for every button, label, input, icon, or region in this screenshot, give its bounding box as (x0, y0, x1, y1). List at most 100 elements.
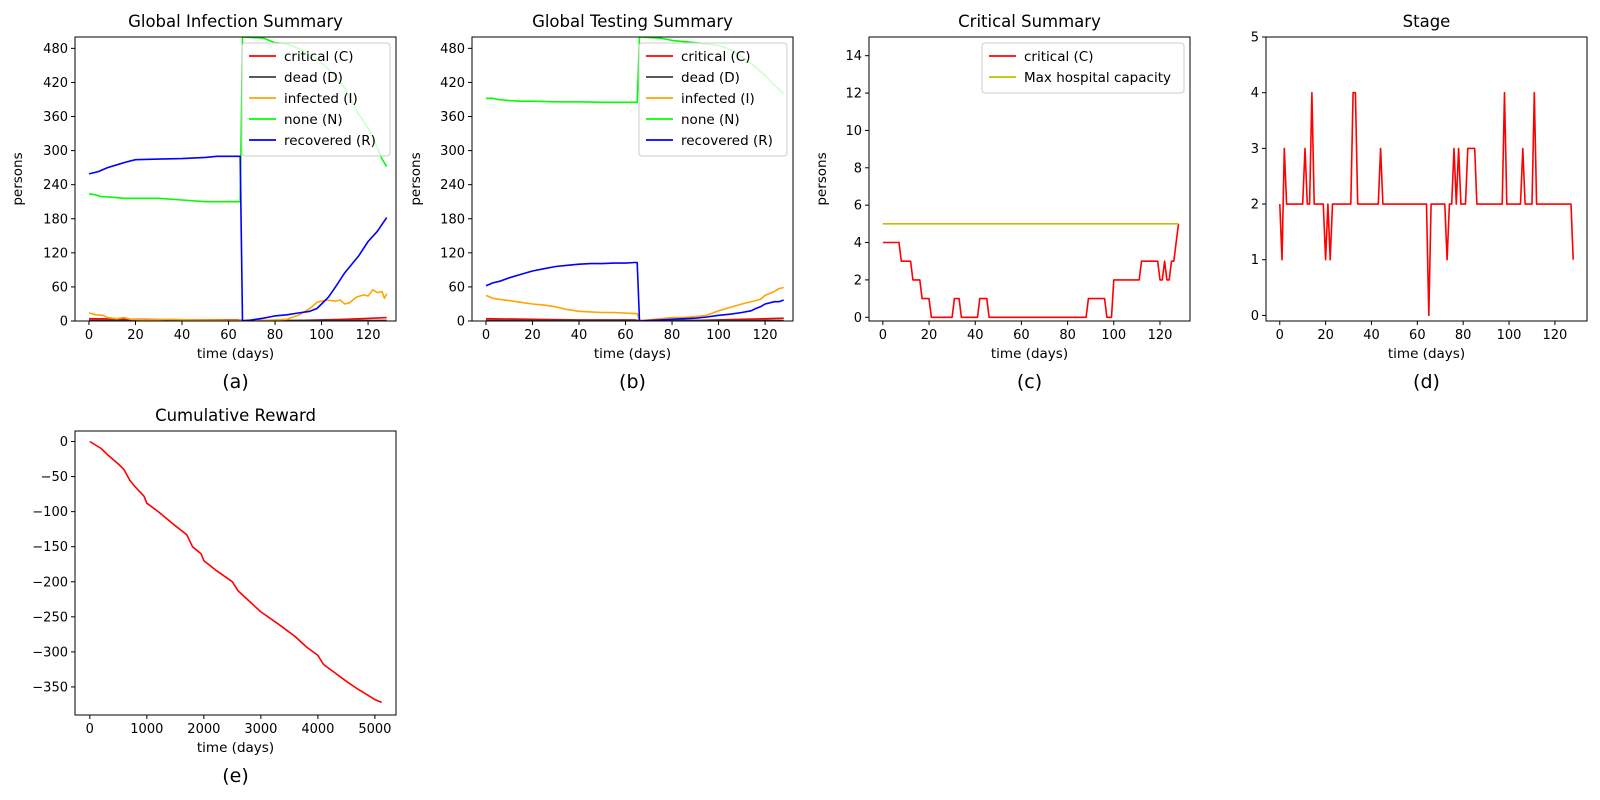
y-tick-label: 60 (448, 280, 465, 295)
chart-title: Critical Summary (958, 12, 1101, 31)
y-tick-label: 10 (845, 124, 862, 139)
x-tick-label: 100 (1497, 328, 1522, 343)
y-tick-label: 120 (440, 246, 465, 261)
legend: critical (C) dead (D) infected (I) none (N)… (638, 42, 788, 157)
series-line-recovered (88, 155, 388, 321)
y-tick-label: 0 (854, 311, 862, 326)
legend-entry: infected (I) (284, 91, 358, 107)
y-tick-label: −300 (32, 645, 68, 660)
series-group (485, 37, 785, 321)
chart-panel-2: 0 20 40 60 80 100 120 0 60 120 180 240 300 360 420 480 G… (408, 12, 794, 393)
x-tick-label: 100 (309, 328, 334, 343)
x-axis-label: time (days) (991, 346, 1068, 362)
y-tick-label: 2 (1251, 198, 1259, 213)
x-tick-label: 60 (1013, 328, 1030, 343)
x-axis-label: time (days) (1388, 346, 1465, 362)
x-tick-label: 80 (1455, 328, 1472, 343)
legend-entry: none (N) (681, 112, 740, 128)
chart-panel-1: 0 20 40 60 80 100 120 0 60 120 180 240 300 360 420 480 G… (10, 12, 397, 393)
series-line-critical (882, 223, 1180, 319)
x-tick-label: 120 (1542, 328, 1567, 343)
x-tick-label: 20 (127, 328, 144, 343)
series-line-recovered (485, 261, 784, 321)
x-axis-label: time (days) (594, 346, 671, 362)
y-tick-label: 480 (43, 42, 68, 57)
x-tick-label: 2000 (187, 722, 220, 737)
legend-entry: infected (I) (681, 91, 755, 107)
y-axis-label: persons (10, 152, 26, 205)
x-tick-label: 120 (753, 328, 778, 343)
x-axis-label: time (days) (197, 346, 274, 362)
legend-entry: recovered (R) (681, 133, 773, 149)
x-tick-label: 80 (267, 328, 284, 343)
chart-title: Global Testing Summary (532, 12, 733, 31)
chart-panel-3: 0 20 40 60 80 100 120 0 2 4 6 8 10 12 14 Critical Summa… (814, 12, 1191, 393)
plot-frame (74, 36, 397, 322)
plot-frame (471, 36, 794, 322)
y-tick-label: 300 (440, 144, 465, 159)
x-tick-label: 40 (571, 328, 588, 343)
y-tick-label: 360 (440, 110, 465, 125)
x-tick-label: 1000 (130, 722, 163, 737)
legend-entry: critical (C) (1024, 49, 1093, 65)
series-line-value (89, 440, 383, 704)
chart-panel-4: 0 20 40 60 80 100 120 0 1 2 3 4 5 Stage time (days) (d) (1251, 12, 1588, 393)
x-tick-label: 3000 (244, 722, 277, 737)
y-tick-label: 60 (51, 280, 68, 295)
x-tick-label: 80 (1059, 328, 1076, 343)
x-tick-label: 20 (921, 328, 938, 343)
x-tick-label: 5000 (358, 722, 391, 737)
x-tick-label: 100 (1101, 328, 1126, 343)
y-tick-label: 480 (440, 42, 465, 57)
panel-caption: (e) (222, 765, 249, 787)
panel-caption: (d) (1413, 371, 1440, 393)
chart-title: Cumulative Reward (155, 406, 316, 425)
panel-caption: (a) (222, 371, 248, 393)
legend-box (981, 42, 1185, 94)
y-tick-label: 2 (854, 273, 862, 288)
x-tick-label: 60 (1409, 328, 1426, 343)
x-tick-label: 40 (967, 328, 984, 343)
y-tick-label: 180 (440, 212, 465, 227)
y-tick-label: 240 (440, 178, 465, 193)
y-tick-label: −50 (41, 470, 68, 485)
y-axis-label: persons (814, 152, 830, 205)
series-line-infected (485, 286, 784, 321)
y-tick-label: 0 (1251, 309, 1259, 324)
legend-box (241, 42, 391, 157)
x-tick-label: 100 (706, 328, 731, 343)
series-line-infected (88, 289, 388, 321)
plot-frame (868, 36, 1191, 322)
chart-title: Stage (1403, 12, 1451, 31)
plot-frame (1265, 36, 1588, 322)
y-tick-label: −150 (32, 540, 68, 555)
chart-panel-5: 0 1000 2000 3000 4000 5000 0 −50 −100 −150 −200 −25… (32, 406, 397, 787)
x-tick-label: 40 (174, 328, 191, 343)
panel-caption: (c) (1017, 371, 1042, 393)
plot-frame (74, 430, 397, 716)
y-tick-label: 0 (457, 315, 465, 330)
legend-entry: none (N) (284, 112, 343, 128)
legend: critical (C) dead (D) infected (I) none (N)… (241, 42, 391, 157)
y-tick-label: 240 (43, 178, 68, 193)
series-group (882, 223, 1180, 319)
x-tick-label: 60 (617, 328, 634, 343)
y-tick-label: −200 (32, 575, 68, 590)
x-tick-label: 0 (1276, 328, 1284, 343)
legend-entry: recovered (R) (284, 133, 376, 149)
y-tick-label: 420 (440, 76, 465, 91)
y-tick-label: 3 (1251, 142, 1259, 157)
x-tick-label: 0 (482, 328, 490, 343)
legend-box (638, 42, 788, 157)
x-tick-label: 4000 (301, 722, 334, 737)
x-tick-label: 20 (1317, 328, 1334, 343)
x-tick-label: 0 (879, 328, 887, 343)
y-tick-label: 0 (60, 435, 68, 450)
legend-entry: critical (C) (284, 49, 353, 65)
y-tick-label: 360 (43, 110, 68, 125)
legend: critical (C) Max hospital capacity (981, 42, 1185, 94)
y-tick-label: −250 (32, 610, 68, 625)
y-tick-label: 1 (1251, 253, 1259, 268)
y-tick-label: −100 (32, 505, 68, 520)
